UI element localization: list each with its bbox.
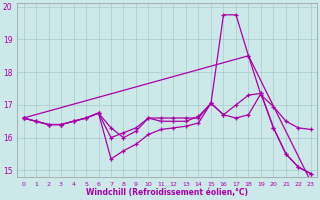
X-axis label: Windchill (Refroidissement éolien,°C): Windchill (Refroidissement éolien,°C): [86, 188, 248, 197]
